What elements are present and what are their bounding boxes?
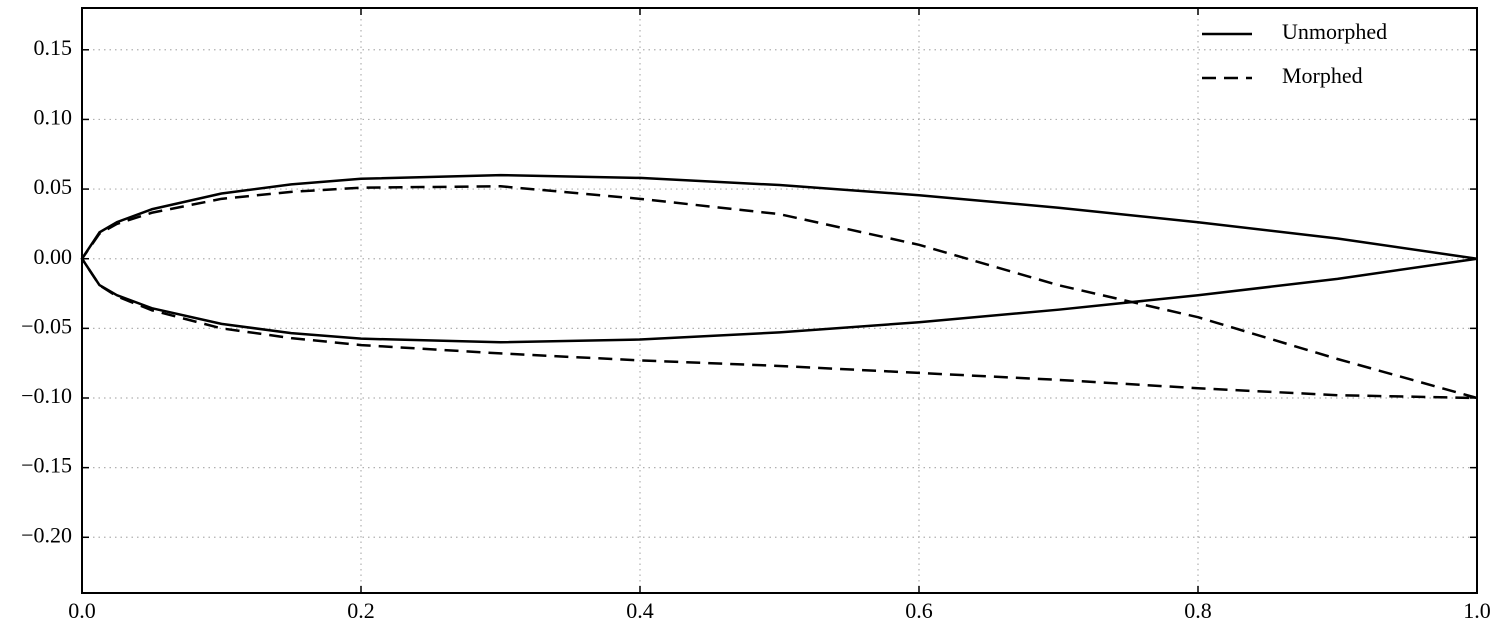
y-tick-label: 0.10 xyxy=(34,104,73,129)
y-tick-label: 0.05 xyxy=(34,174,73,199)
x-tick-label: 0.0 xyxy=(68,598,96,623)
y-tick-label: 0.15 xyxy=(34,35,73,60)
y-tick-label: −0.10 xyxy=(21,383,72,408)
x-tick-label: 0.4 xyxy=(626,598,654,623)
data-line xyxy=(80,185,1478,400)
y-tick-label: −0.20 xyxy=(21,522,72,547)
x-tick-label: 1.0 xyxy=(1463,598,1491,623)
legend-label: Unmorphed xyxy=(1282,19,1387,44)
x-tick-label: 0.6 xyxy=(905,598,933,623)
plot-frame xyxy=(81,7,1478,594)
x-tick-label: 0.8 xyxy=(1184,598,1212,623)
x-tick-label: 0.2 xyxy=(347,598,375,623)
y-tick-label: 0.00 xyxy=(34,244,73,269)
legend-label: Morphed xyxy=(1282,63,1363,88)
y-tick-label: −0.05 xyxy=(21,313,72,338)
y-tick-label: −0.15 xyxy=(21,453,72,478)
